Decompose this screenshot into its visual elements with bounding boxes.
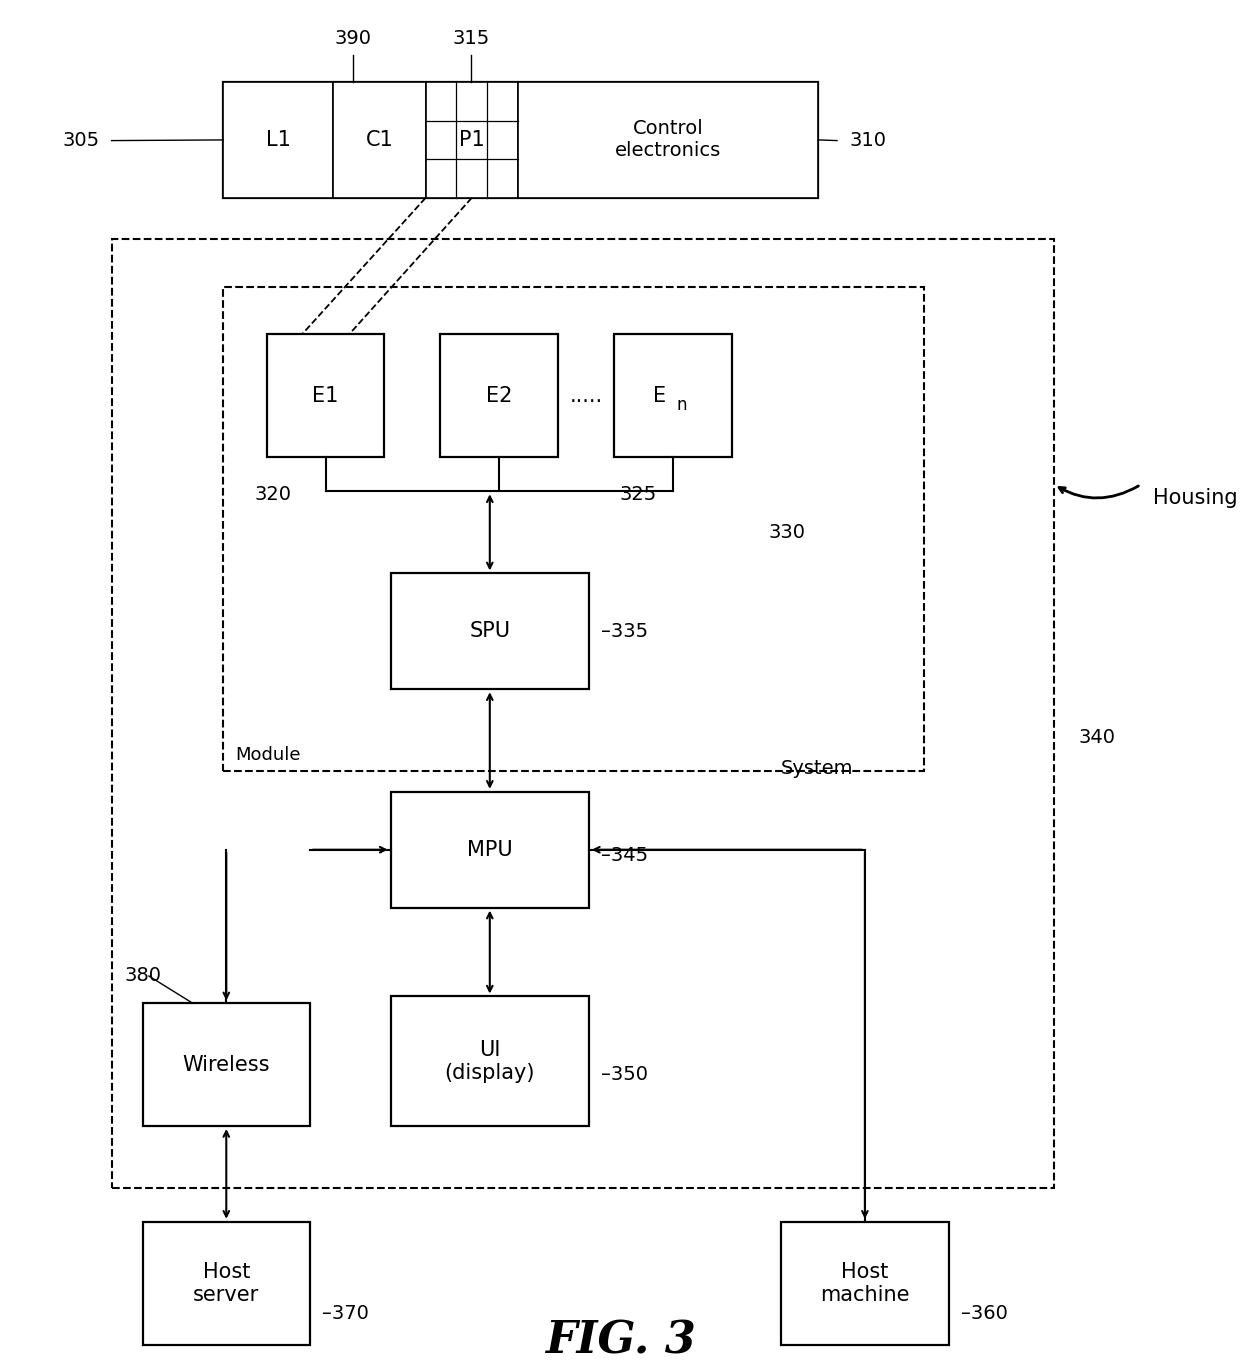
Bar [781, 1222, 949, 1345]
Bar [223, 82, 334, 198]
Bar [143, 1222, 310, 1345]
Bar [425, 82, 518, 198]
Text: –360: –360 [961, 1304, 1008, 1323]
Text: FIG. 3: FIG. 3 [544, 1319, 696, 1362]
Text: Host
machine: Host machine [820, 1261, 910, 1305]
Text: Module: Module [236, 747, 301, 764]
Text: 315: 315 [453, 29, 490, 48]
Text: Housing: Housing [1153, 489, 1238, 508]
Text: System: System [781, 759, 853, 778]
Text: 320: 320 [254, 485, 291, 504]
Text: 380: 380 [124, 966, 161, 986]
Text: UI
(display): UI (display) [445, 1040, 534, 1082]
Bar [391, 573, 589, 689]
Bar [223, 82, 818, 198]
Text: n: n [677, 396, 687, 415]
Text: –335: –335 [601, 622, 649, 642]
Bar [518, 82, 818, 198]
Text: SPU: SPU [469, 621, 511, 642]
Bar [267, 334, 384, 457]
Text: –345: –345 [601, 846, 649, 865]
Text: Wireless: Wireless [182, 1055, 270, 1074]
Bar [223, 287, 924, 771]
Bar [391, 996, 589, 1126]
Text: E: E [653, 386, 667, 405]
Text: Host
server: Host server [193, 1261, 259, 1305]
Text: 340: 340 [1079, 728, 1116, 747]
Text: 305: 305 [62, 131, 99, 150]
Text: –370: –370 [322, 1304, 370, 1323]
Bar [143, 1003, 310, 1126]
Text: C1: C1 [366, 130, 393, 150]
Text: 310: 310 [849, 131, 887, 150]
Text: 330: 330 [769, 523, 806, 542]
Text: .....: ..... [569, 386, 603, 405]
Text: 390: 390 [335, 29, 372, 48]
Bar [440, 334, 558, 457]
Text: MPU: MPU [467, 839, 512, 860]
Text: 325: 325 [620, 485, 657, 504]
Bar [334, 82, 425, 198]
Bar [112, 239, 1054, 1188]
Text: –350: –350 [601, 1065, 649, 1084]
Text: L1: L1 [265, 130, 290, 150]
Text: E1: E1 [312, 386, 339, 405]
Bar [391, 792, 589, 908]
Bar [614, 334, 732, 457]
Text: P1: P1 [459, 130, 485, 150]
Text: Control
electronics: Control electronics [615, 119, 722, 161]
Text: E2: E2 [486, 386, 512, 405]
